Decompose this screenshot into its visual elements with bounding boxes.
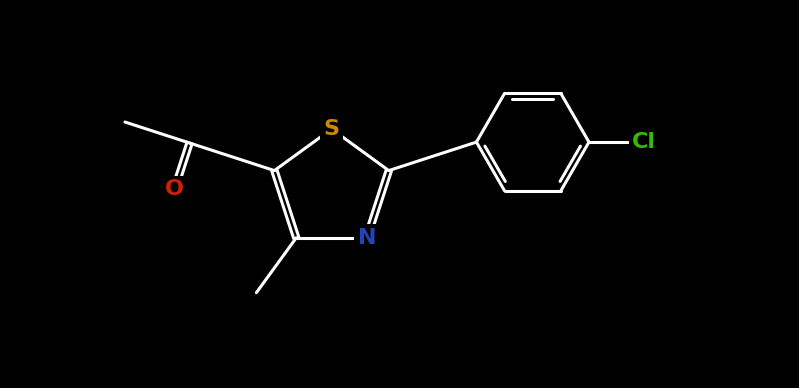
Text: S: S: [324, 119, 340, 139]
Text: O: O: [165, 179, 184, 199]
Text: N: N: [358, 228, 376, 248]
Text: Cl: Cl: [632, 132, 656, 152]
